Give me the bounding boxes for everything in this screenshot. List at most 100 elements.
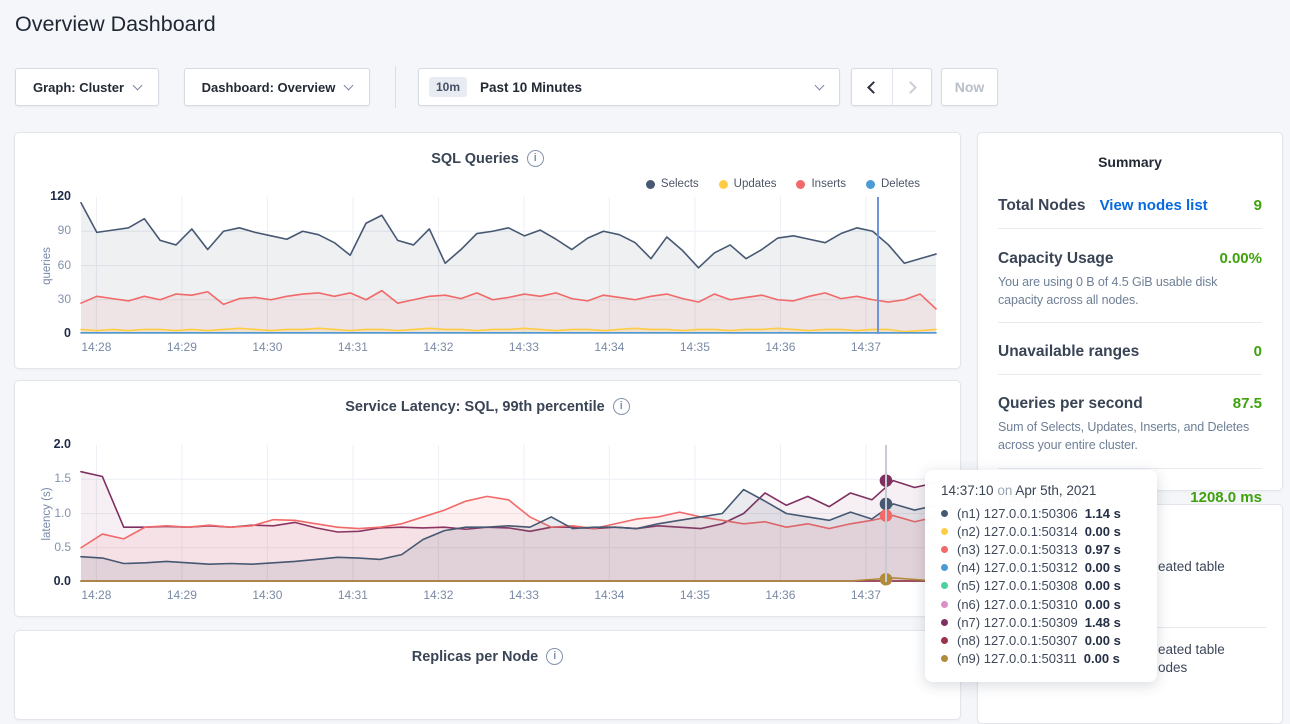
next-time-button[interactable] (891, 69, 932, 105)
chevron-left-icon (866, 80, 880, 94)
x-axis-tick: 14:32 (423, 340, 454, 354)
x-axis-tick: 14:31 (337, 588, 368, 602)
legend-label: Selects (660, 178, 699, 190)
tooltip-timestamp: 14:37:10 on Apr 5th, 2021 (941, 483, 1143, 498)
series-dot (941, 636, 948, 644)
tooltip-node-label: (n6) 127.0.0.1:50310 (957, 596, 1078, 612)
summary-row-qps: Queries per second 87.5 (998, 395, 1262, 413)
info-icon[interactable]: i (546, 648, 564, 665)
graph-dropdown[interactable]: Graph: Cluster (15, 68, 159, 106)
event-item-line: odes (1158, 660, 1188, 675)
series-dot (718, 179, 728, 189)
event-item-text: eated table odes (1158, 641, 1225, 677)
divider (998, 228, 1262, 229)
series-dot (941, 509, 948, 517)
prev-time-button[interactable] (852, 69, 892, 105)
x-axis-tick: 14:29 (166, 588, 197, 602)
series-dot (645, 179, 655, 189)
x-axis-tick: 14:30 (252, 588, 283, 602)
tooltip-node-label: (n8) 127.0.0.1:50307 (957, 632, 1078, 648)
legend-item-selects[interactable]: Selects (645, 178, 699, 190)
chart-title-text: Replicas per Node (411, 648, 539, 665)
series-dot (941, 545, 948, 553)
tooltip-node-value: 0.00 s (1084, 523, 1121, 539)
summary-description: You are using 0 B of 4.5 GiB usable disk… (998, 275, 1218, 308)
x-axis-tick: 14:33 (508, 588, 539, 602)
y-axis-tick: 1.5 (54, 471, 71, 486)
tooltip-node-row: (n4) 127.0.0.1:50312 0.00 s (941, 559, 1143, 577)
time-range-label: Past 10 Minutes (480, 79, 583, 95)
y-axis-tick: 0.5 (54, 539, 71, 554)
x-axis-tick: 14:34 (594, 588, 625, 602)
tooltip-node-row: (n5) 127.0.0.1:50308 0.00 s (941, 577, 1143, 595)
replicas-per-node-chart-card: Replicas per Node i (14, 630, 961, 720)
divider (998, 467, 1262, 469)
chevron-down-icon (343, 80, 354, 90)
tooltip-rows: (n1) 127.0.0.1:50306 1.14 s (n2) 127.0.0.1… (941, 504, 1143, 668)
tooltip-node-label: (n9) 127.0.0.1:50311 (957, 651, 1077, 667)
x-axis-tick: 14:35 (679, 588, 710, 602)
tooltip-node-label: (n1) 127.0.0.1:50306 (957, 505, 1078, 521)
summary-row-total-nodes: Total Nodes View nodes list 9 (998, 197, 1262, 215)
service-latency-plot[interactable] (80, 445, 937, 586)
chart-title-text: Service Latency: SQL, 99th percentile (345, 398, 605, 415)
x-axis-tick: 14:35 (679, 340, 710, 354)
legend-label: Updates (733, 178, 777, 190)
chevron-down-icon (814, 80, 825, 90)
tooltip-date: Apr 5th, 2021 (1015, 483, 1097, 498)
tooltip-node-row: (n9) 127.0.0.1:50311 0.00 s (941, 650, 1143, 668)
divider (998, 322, 1262, 324)
legend-item-deletes[interactable]: Deletes (866, 178, 920, 190)
info-icon[interactable]: i (612, 398, 630, 415)
tooltip-node-value: 0.00 s (1084, 578, 1121, 594)
tooltip-node-value: 0.00 s (1084, 560, 1121, 576)
x-axis-tick: 14:37 (850, 340, 881, 354)
summary-description: Sum of Selects, Updates, Inserts, and De… (998, 420, 1250, 453)
service-latency-chart-card: Service Latency: SQL, 99th percentile i … (14, 380, 961, 617)
time-range-badge: 10m (429, 77, 468, 97)
tooltip-node-row: (n8) 127.0.0.1:50307 0.00 s (941, 631, 1143, 649)
x-axis-tick: 14:30 (252, 340, 283, 354)
legend-label: Inserts (811, 178, 846, 190)
x-axis-tick: 14:28 (81, 588, 112, 602)
tooltip-node-value: 0.97 s (1084, 541, 1121, 557)
series-dot (941, 582, 948, 590)
legend-item-updates[interactable]: Updates (718, 178, 777, 190)
info-icon[interactable]: i (526, 150, 544, 167)
series-dot (941, 527, 948, 535)
chevron-right-icon (903, 80, 917, 94)
chart-title: Service Latency: SQL, 99th percentile i (15, 398, 960, 415)
time-step-buttons (851, 68, 932, 106)
y-axis-tick: 60 (57, 257, 71, 272)
dashboard-dropdown[interactable]: Dashboard: Overview (184, 68, 370, 106)
summary-heading: Summary (1098, 154, 1162, 170)
x-axis-tick: 14:33 (508, 340, 539, 354)
chart-title: SQL Queries i (15, 150, 960, 167)
chart-title: Replicas per Node i (15, 648, 960, 665)
hover-crosshair (876, 197, 879, 334)
x-axis-tick: 14:36 (765, 588, 796, 602)
sql-queries-plot[interactable] (80, 197, 937, 334)
series-dot (941, 600, 948, 608)
summary-label: Queries per second (998, 395, 1143, 413)
series-dot (866, 179, 875, 189)
graph-dropdown-label: Graph: Cluster (32, 79, 124, 95)
chevron-down-icon (132, 80, 143, 90)
tooltip-node-value: 0.00 s (1084, 632, 1121, 648)
view-nodes-list-link[interactable]: View nodes list (1099, 197, 1208, 214)
tooltip-node-row: (n3) 127.0.0.1:50313 0.97 s (941, 540, 1143, 558)
time-range-dropdown[interactable]: 10m Past 10 Minutes (418, 68, 840, 106)
divider (998, 374, 1262, 376)
now-button[interactable]: Now (941, 68, 998, 106)
tooltip-time: 14:37:10 (941, 483, 994, 498)
tooltip-node-row: (n2) 127.0.0.1:50314 0.00 s (941, 522, 1143, 540)
summary-value: 1208.0 ms (1190, 488, 1262, 506)
summary-label: Total Nodes (998, 197, 1086, 214)
x-axis-tick: 14:28 (81, 340, 112, 354)
y-axis-tick: 90 (57, 223, 71, 238)
y-axis-tick: 0 (64, 326, 71, 340)
event-item-line: eated table (1158, 642, 1225, 657)
legend-item-inserts[interactable]: Inserts (796, 178, 846, 190)
y-axis-tick: 2.0 (53, 437, 71, 451)
tooltip-node-value: 1.14 s (1084, 505, 1121, 521)
